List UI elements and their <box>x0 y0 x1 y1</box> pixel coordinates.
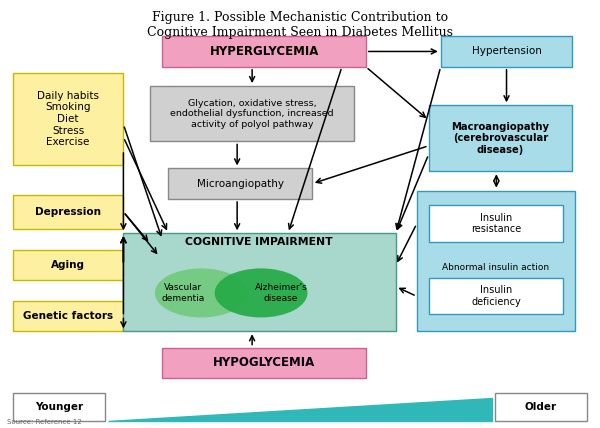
Text: Glycation, oxidative stress,
endothelial dysfunction, increased
activity of poly: Glycation, oxidative stress, endothelial… <box>170 99 334 129</box>
Text: Insulin
resistance: Insulin resistance <box>471 213 521 235</box>
Text: Abnormal insulin action: Abnormal insulin action <box>442 263 550 272</box>
FancyBboxPatch shape <box>13 73 124 165</box>
FancyBboxPatch shape <box>429 205 563 242</box>
Text: Source: Reference 12: Source: Reference 12 <box>7 419 82 425</box>
Text: HYPERGLYCEMIA: HYPERGLYCEMIA <box>209 45 319 58</box>
FancyBboxPatch shape <box>169 168 312 199</box>
FancyBboxPatch shape <box>124 233 396 331</box>
Text: Hypertension: Hypertension <box>472 47 541 56</box>
Text: Insulin
deficiency: Insulin deficiency <box>471 285 521 307</box>
Text: Alzheimer's
disease: Alzheimer's disease <box>254 283 307 303</box>
FancyBboxPatch shape <box>151 86 354 142</box>
Text: COGNITIVE IMPAIRMENT: COGNITIVE IMPAIRMENT <box>185 237 333 247</box>
FancyBboxPatch shape <box>163 36 366 67</box>
Ellipse shape <box>155 268 248 318</box>
Text: Figure 1. Possible Mechanistic Contribution to
Cognitive Impairment Seen in Diab: Figure 1. Possible Mechanistic Contribut… <box>147 12 453 39</box>
Text: Macroangiopathy
(cerebrovascular
disease): Macroangiopathy (cerebrovascular disease… <box>452 122 550 155</box>
FancyBboxPatch shape <box>429 105 572 171</box>
Text: Daily habits
Smoking
Diet
Stress
Exercise: Daily habits Smoking Diet Stress Exercis… <box>37 91 99 147</box>
FancyBboxPatch shape <box>417 190 575 331</box>
Text: Aging: Aging <box>51 260 85 270</box>
FancyBboxPatch shape <box>13 393 106 421</box>
FancyBboxPatch shape <box>494 393 587 421</box>
FancyBboxPatch shape <box>429 278 563 314</box>
Text: Younger: Younger <box>35 402 83 412</box>
FancyBboxPatch shape <box>440 36 572 67</box>
Text: Genetic factors: Genetic factors <box>23 312 113 321</box>
FancyBboxPatch shape <box>13 250 124 280</box>
Text: Depression: Depression <box>35 207 101 217</box>
Text: Older: Older <box>525 402 557 412</box>
Ellipse shape <box>215 268 307 318</box>
Text: HYPOGLYCEMIA: HYPOGLYCEMIA <box>213 357 315 369</box>
Text: Vascular
dementia: Vascular dementia <box>161 283 205 303</box>
Text: Microangiopathy: Microangiopathy <box>197 179 284 189</box>
FancyBboxPatch shape <box>163 348 366 378</box>
FancyBboxPatch shape <box>13 301 124 331</box>
Polygon shape <box>109 398 491 421</box>
FancyBboxPatch shape <box>13 195 124 229</box>
